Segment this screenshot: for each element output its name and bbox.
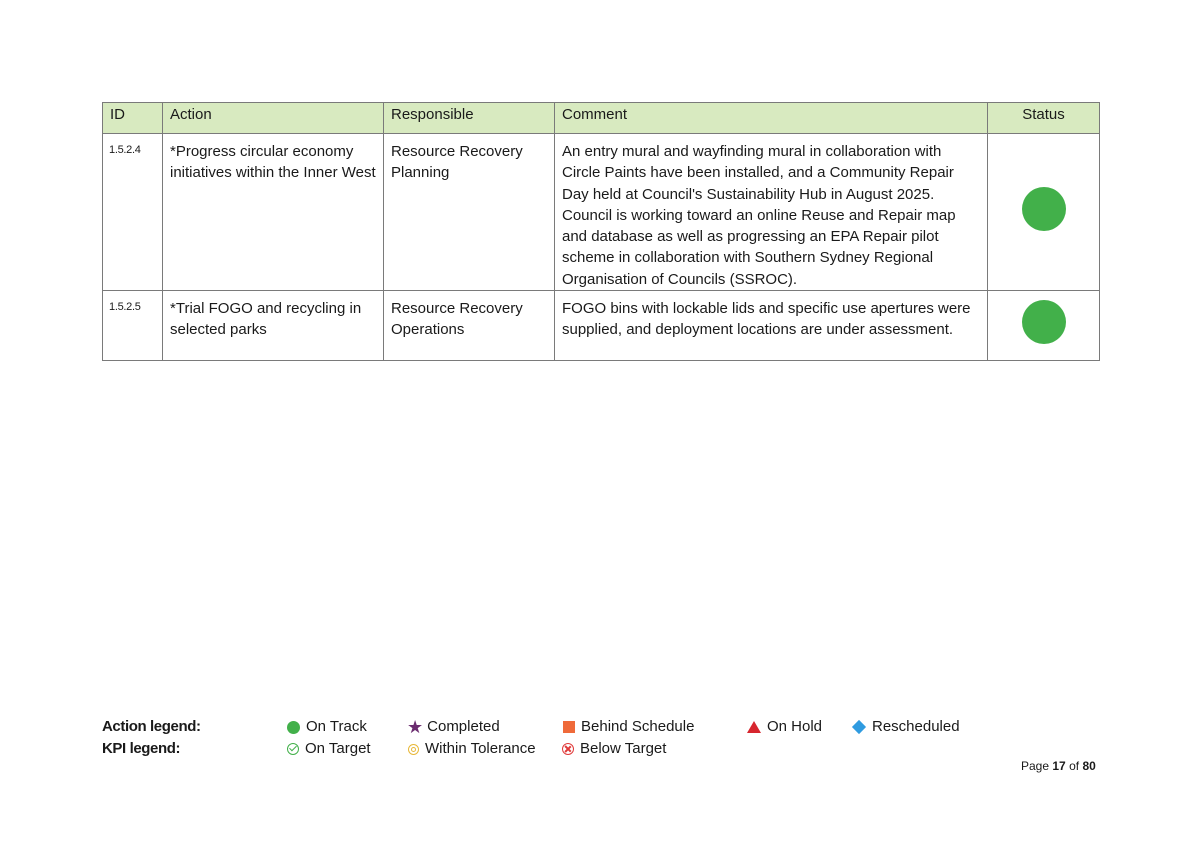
blue-diamond-icon bbox=[851, 719, 867, 735]
legend-label: Within Tolerance bbox=[425, 740, 536, 757]
legend-completed: ★ Completed bbox=[407, 716, 500, 737]
row-id: 1.5.2.4 bbox=[102, 132, 163, 292]
header-responsible: Responsible bbox=[383, 102, 555, 134]
row-action: *Progress circular economy initiatives w… bbox=[162, 132, 384, 292]
legend-below-target: Below Target bbox=[562, 740, 666, 757]
table-header-row: ID Action Responsible Comment Status bbox=[102, 102, 1100, 134]
legend-label: On Hold bbox=[767, 718, 823, 735]
page-of: of bbox=[1069, 759, 1080, 773]
row-status bbox=[987, 132, 1100, 292]
legend-on-hold: On Hold bbox=[747, 718, 822, 735]
legend-behind-schedule: Behind Schedule bbox=[563, 718, 694, 735]
legend-rescheduled: Rescheduled bbox=[851, 718, 960, 735]
row-comment: An entry mural and wayfinding mural in c… bbox=[554, 132, 988, 292]
x-circle-icon bbox=[562, 743, 574, 756]
row-id: 1.5.2.5 bbox=[102, 290, 163, 362]
header-comment: Comment bbox=[554, 102, 988, 134]
table-row: 1.5.2.5 *Trial FOGO and recycling in sel… bbox=[102, 290, 1100, 362]
star-icon: ★ bbox=[407, 716, 424, 737]
target-circle-icon bbox=[408, 743, 419, 755]
legend-on-track: On Track bbox=[287, 718, 367, 735]
legend-label: On Track bbox=[306, 718, 367, 735]
on-track-status-icon bbox=[1021, 186, 1066, 231]
page-prefix: Page bbox=[1021, 759, 1050, 773]
legend-label: Behind Schedule bbox=[581, 718, 695, 735]
legend-on-target: On Target bbox=[287, 740, 371, 757]
header-id: ID bbox=[102, 102, 163, 134]
legend-label: Completed bbox=[427, 718, 500, 735]
green-circle-icon bbox=[287, 720, 300, 734]
page-number: Page 17 of 80 bbox=[1021, 759, 1096, 773]
on-track-status-icon bbox=[1021, 300, 1066, 345]
actions-table: ID Action Responsible Comment Status 1.5… bbox=[102, 102, 1100, 362]
table-row: 1.5.2.4 *Progress circular economy initi… bbox=[102, 132, 1100, 292]
legend-within-tolerance: Within Tolerance bbox=[408, 740, 536, 757]
legend-label: On Target bbox=[305, 740, 371, 757]
header-action: Action bbox=[162, 102, 384, 134]
page-total: 80 bbox=[1082, 759, 1096, 773]
orange-square-icon bbox=[563, 721, 575, 734]
page-current: 17 bbox=[1052, 759, 1066, 773]
check-circle-icon bbox=[287, 743, 299, 756]
action-legend-title: Action legend: bbox=[102, 718, 201, 735]
row-responsible: Resource Recovery Planning bbox=[383, 132, 555, 292]
red-triangle-icon bbox=[747, 721, 761, 734]
legend-label: Rescheduled bbox=[872, 718, 960, 735]
row-action: *Trial FOGO and recycling in selected pa… bbox=[162, 290, 384, 362]
row-status bbox=[987, 290, 1100, 362]
row-comment: FOGO bins with lockable lids and specifi… bbox=[554, 290, 988, 362]
header-status: Status bbox=[987, 102, 1100, 134]
kpi-legend-title: KPI legend: bbox=[102, 740, 181, 757]
row-responsible: Resource Recovery Operations bbox=[383, 290, 555, 362]
legend-label: Below Target bbox=[580, 740, 667, 757]
